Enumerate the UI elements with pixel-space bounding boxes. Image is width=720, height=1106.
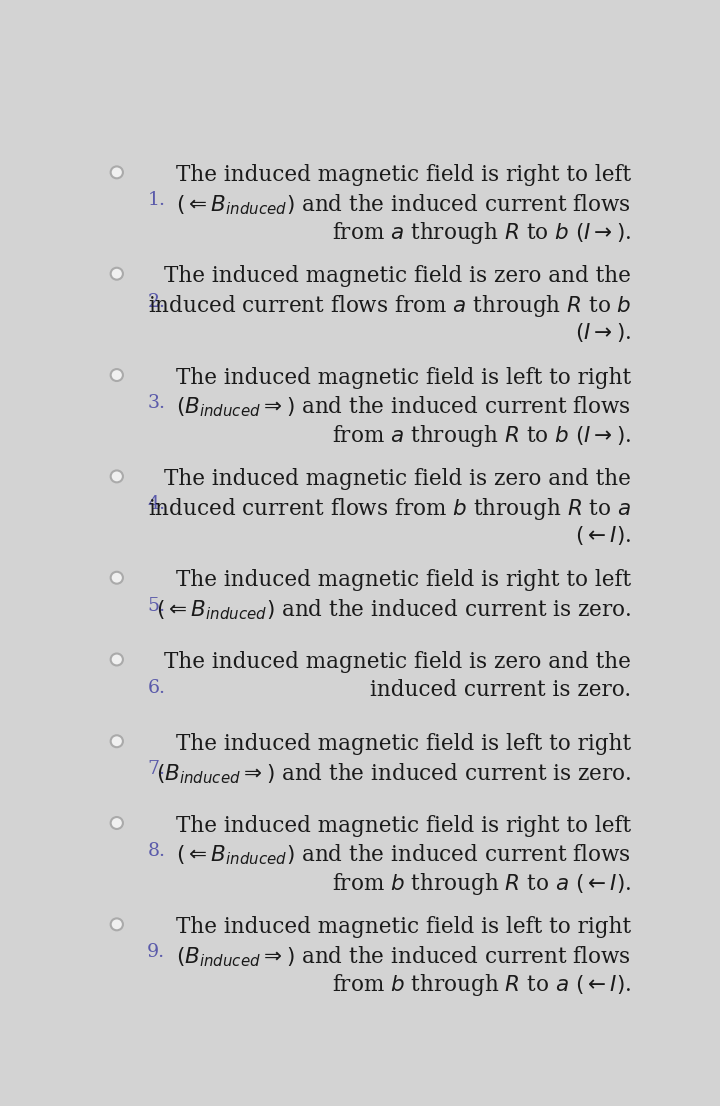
Ellipse shape xyxy=(111,572,123,584)
Text: 6.: 6. xyxy=(148,679,166,697)
Text: 2.: 2. xyxy=(148,293,166,311)
Text: 3.: 3. xyxy=(148,394,166,413)
Text: from $\mathit{a}$ through $R$ to $\mathit{b}$ $(I \rightarrow)$.: from $\mathit{a}$ through $R$ to $\mathi… xyxy=(332,422,631,449)
Text: The induced magnetic field is left to right: The induced magnetic field is left to ri… xyxy=(176,916,631,938)
Text: The induced magnetic field is left to right: The induced magnetic field is left to ri… xyxy=(176,366,631,388)
Ellipse shape xyxy=(111,817,123,830)
Text: from $\mathit{b}$ through $R$ to $\mathit{a}$ $(\leftarrow I)$.: from $\mathit{b}$ through $R$ to $\mathi… xyxy=(332,870,631,897)
Text: induced current flows from $\mathit{b}$ through $R$ to $\mathit{a}$: induced current flows from $\mathit{b}$ … xyxy=(148,497,631,522)
Text: induced current is zero.: induced current is zero. xyxy=(370,679,631,701)
Ellipse shape xyxy=(111,735,123,748)
Text: The induced magnetic field is right to left: The induced magnetic field is right to l… xyxy=(176,164,631,186)
Text: $(B_{\mathit{induced}} \Rightarrow)$ and the induced current flows: $(B_{\mathit{induced}} \Rightarrow)$ and… xyxy=(176,945,631,969)
Text: 9.: 9. xyxy=(147,943,166,961)
Text: The induced magnetic field is zero and the: The induced magnetic field is zero and t… xyxy=(164,468,631,490)
Text: $(\Leftarrow B_{\mathit{induced}})$ and the induced current flows: $(\Leftarrow B_{\mathit{induced}})$ and … xyxy=(176,843,631,867)
Text: from $\mathit{a}$ through $R$ to $\mathit{b}$ $(I \rightarrow)$.: from $\mathit{a}$ through $R$ to $\mathi… xyxy=(332,220,631,247)
Ellipse shape xyxy=(111,268,123,280)
Text: induced current flows from $\mathit{a}$ through $R$ to $\mathit{b}$: induced current flows from $\mathit{a}$ … xyxy=(148,293,631,320)
Ellipse shape xyxy=(111,369,123,380)
Text: The induced magnetic field is zero and the: The induced magnetic field is zero and t… xyxy=(164,265,631,288)
Text: from $\mathit{b}$ through $R$ to $\mathit{a}$ $(\leftarrow I)$.: from $\mathit{b}$ through $R$ to $\mathi… xyxy=(332,972,631,998)
Text: $(\leftarrow I)$.: $(\leftarrow I)$. xyxy=(575,524,631,547)
Text: The induced magnetic field is left to right: The induced magnetic field is left to ri… xyxy=(176,733,631,754)
Ellipse shape xyxy=(111,470,123,482)
Text: $(B_{\mathit{induced}} \Rightarrow)$ and the induced current flows: $(B_{\mathit{induced}} \Rightarrow)$ and… xyxy=(176,395,631,419)
Text: 7.: 7. xyxy=(148,760,166,779)
Text: 4.: 4. xyxy=(147,495,166,513)
Text: $(I \rightarrow)$.: $(I \rightarrow)$. xyxy=(575,322,631,344)
Text: 1.: 1. xyxy=(148,191,166,209)
Ellipse shape xyxy=(111,918,123,930)
Text: The induced magnetic field is zero and the: The induced magnetic field is zero and t… xyxy=(164,651,631,674)
Ellipse shape xyxy=(111,654,123,666)
Text: The induced magnetic field is right to left: The induced magnetic field is right to l… xyxy=(176,815,631,836)
Text: The induced magnetic field is right to left: The induced magnetic field is right to l… xyxy=(176,570,631,592)
Text: 8.: 8. xyxy=(148,842,166,860)
Text: $(B_{\mathit{induced}} \Rightarrow)$ and the induced current is zero.: $(B_{\mathit{induced}} \Rightarrow)$ and… xyxy=(156,761,631,785)
Text: 5.: 5. xyxy=(147,597,166,615)
Text: $( \Leftarrow B_{\mathit{induced}})$ and the induced current flows: $( \Leftarrow B_{\mathit{induced}})$ and… xyxy=(176,192,631,217)
Text: $(\Leftarrow B_{\mathit{induced}})$ and the induced current is zero.: $(\Leftarrow B_{\mathit{induced}})$ and … xyxy=(156,597,631,622)
Ellipse shape xyxy=(111,166,123,178)
